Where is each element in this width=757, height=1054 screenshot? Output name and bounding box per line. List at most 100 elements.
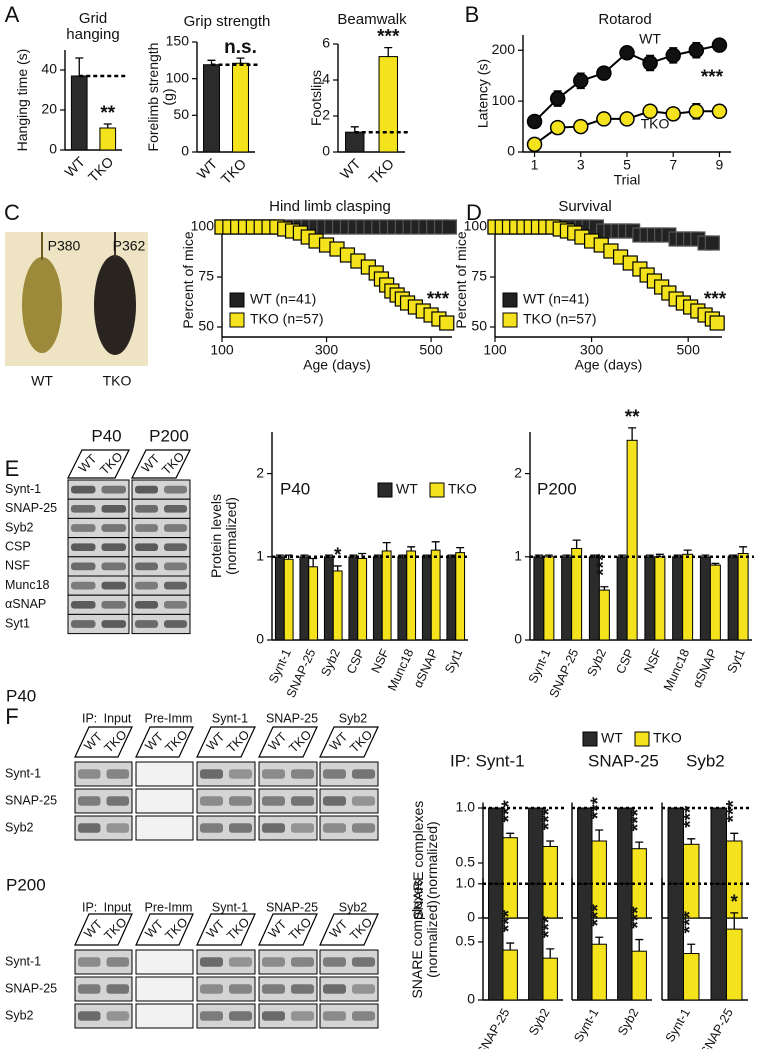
y-tick-label: 2 (514, 464, 522, 480)
bar (543, 556, 555, 641)
lane-label: WT (327, 729, 351, 753)
significance: *** (499, 800, 520, 823)
blot-strip (135, 1003, 194, 1029)
bar (308, 566, 319, 641)
photo-label: P362 (113, 238, 146, 254)
bar (682, 553, 694, 641)
bar (332, 570, 343, 641)
bar (372, 556, 383, 641)
blot-strip (135, 949, 194, 975)
y-tick-label: 0 (514, 631, 522, 647)
x-tick-label: WT (61, 153, 88, 180)
blot-strip (135, 788, 194, 814)
marker (665, 47, 681, 64)
marker (441, 219, 457, 235)
blot-band (71, 504, 96, 513)
lane-label: WT (81, 729, 105, 753)
bar (672, 556, 684, 641)
blot-band (164, 485, 187, 494)
panel-letter: B (465, 2, 480, 27)
error-bar (628, 427, 637, 441)
y-tick-label: 2 (256, 464, 264, 480)
lane-label: TKO (347, 915, 375, 943)
error-bar (683, 549, 692, 555)
protein-label: Munc18 (5, 578, 50, 592)
error-bar (730, 912, 739, 930)
significance: *** (628, 906, 649, 929)
blot-band (135, 562, 158, 571)
panel-letter: D (466, 200, 482, 225)
panel-letter: F (5, 704, 18, 729)
lane-header (135, 726, 194, 758)
bar (232, 62, 249, 153)
blot-band (262, 957, 285, 967)
x-axis-label: Age (days) (575, 357, 643, 373)
bar (667, 883, 685, 1001)
blot-band (200, 769, 223, 779)
marker (596, 111, 612, 127)
timepoint-label: P200 (149, 426, 189, 445)
blot-band (352, 957, 375, 967)
bar (455, 552, 466, 641)
photo-caption: WT (31, 373, 53, 389)
lane-header (196, 913, 256, 946)
error-bar (506, 942, 515, 951)
blot-band (101, 600, 126, 609)
lane-header (319, 913, 379, 946)
x-tick-label: 500 (419, 342, 443, 358)
blot-band (101, 485, 126, 494)
bar (283, 558, 294, 641)
blot-band (291, 957, 314, 967)
photo-label: P380 (48, 238, 81, 254)
protein-label: Syb2 (5, 520, 34, 534)
lane-header (74, 726, 133, 758)
y-tick-label: 0 (507, 143, 515, 159)
blot-strip (135, 976, 194, 1002)
y-axis-label: Forelimb strength (g) (145, 42, 176, 152)
legend-swatch (377, 482, 393, 498)
error-bar (422, 554, 431, 557)
marker (573, 73, 589, 89)
error-bar (711, 562, 720, 566)
x-tick-label: Syb2 (318, 647, 343, 679)
x-tick-label: 100 (210, 342, 234, 358)
marker (665, 106, 681, 122)
marker (704, 235, 720, 251)
error-bar (645, 554, 654, 557)
x-tick-label: 7 (669, 157, 677, 173)
blot-band (352, 769, 375, 779)
panel-letter: A (5, 2, 20, 27)
x-tick-label: Syt1 (725, 647, 748, 676)
marker (526, 113, 543, 130)
x-tick-label: Munc18 (661, 647, 693, 693)
significance: *** (499, 909, 520, 932)
chart-title-box: Beamwalk (337, 12, 406, 28)
timepoint-label: P40 (6, 686, 36, 705)
blot-band (262, 984, 285, 994)
marker (642, 103, 658, 120)
series-label: WT (639, 31, 661, 47)
error-bar (103, 123, 112, 128)
marker (549, 90, 566, 107)
y-tick-label: 40 (41, 61, 57, 77)
protein-label: Syb2 (5, 1008, 34, 1022)
marker (711, 103, 728, 120)
y-axis-label: Protein levels (normalized) (208, 493, 239, 579)
legend-label: TKO (653, 730, 682, 746)
y-axis-label: SNARE complexes (normalized) (409, 879, 440, 999)
blot-band (101, 581, 126, 590)
legend-label: WT (n=41) (523, 291, 589, 307)
lane-header (135, 913, 194, 946)
y-tick-label: 0 (467, 909, 475, 925)
chart-title: Survival (558, 198, 612, 216)
group-label: Input (104, 900, 132, 914)
y-tick-label: 0 (256, 631, 264, 647)
x-tick-label: TKO (365, 155, 397, 187)
marker (619, 45, 635, 61)
lane-label: WT (139, 451, 163, 475)
bar (203, 64, 220, 153)
marker (688, 103, 705, 120)
group-label: Syb2 (339, 900, 368, 914)
x-tick-label: TKO (85, 153, 117, 185)
blot-band (200, 957, 223, 967)
